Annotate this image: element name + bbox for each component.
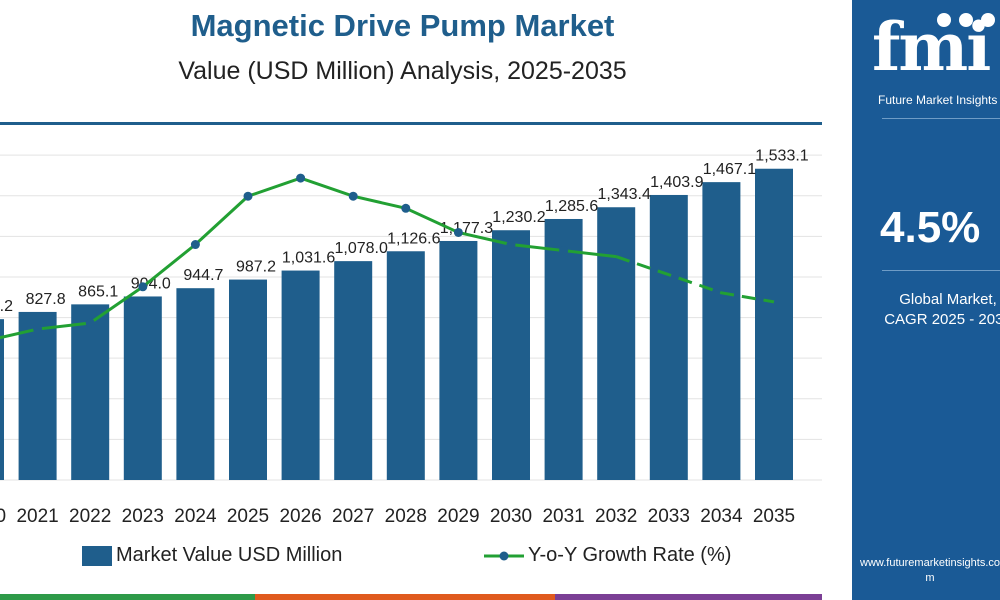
cagr-value: 4.5% <box>880 203 981 252</box>
bar-2035 <box>755 168 793 480</box>
x-tick-label: 2024 <box>174 506 217 527</box>
brand-side-panel: fmi Future Market Insights 4.5% Global M… <box>852 0 1000 600</box>
growth-point-2025 <box>243 191 253 201</box>
bar-value-label: 1,403.9 <box>650 174 703 191</box>
bar-2027 <box>334 261 373 480</box>
x-tick-label: 2034 <box>700 506 743 527</box>
logo-subtitle: Future Market Insights <box>878 93 998 107</box>
bar-2026 <box>281 270 320 480</box>
bar-value-label: 1,467.1 <box>703 161 756 178</box>
x-tick-label: 2035 <box>753 506 795 527</box>
bar-value-label: 827.8 <box>26 291 66 308</box>
growth-point-2030 <box>506 240 516 250</box>
growth-point-2024 <box>190 240 200 250</box>
legend-bar-label: Market Value USD Million <box>116 544 343 566</box>
bottom-color-strip <box>0 594 822 600</box>
x-tick-label: 2020 <box>0 506 6 527</box>
bar-value-label: 1,533.1 <box>755 148 808 165</box>
website-link[interactable]: www.futuremarketinsights.co m <box>852 556 1000 586</box>
bar-2021 <box>18 311 57 480</box>
bar-2024 <box>176 288 215 480</box>
bar-value-label: 792.2 <box>0 298 13 315</box>
chart-subtitle: Value (USD Million) Analysis, 2025-2035 <box>178 57 627 85</box>
growth-point-2029 <box>453 227 463 237</box>
x-tick-label: 2022 <box>69 506 111 527</box>
panel-divider-bottom <box>882 270 1000 271</box>
bar-line-chart: 792.2827.8865.1904.0944.7987.21,031.61,0… <box>0 148 822 527</box>
cagr-label-line2: CAGR 2025 - 2035 <box>884 311 1000 328</box>
chart-title: Magnetic Drive Pump Market <box>190 8 615 43</box>
bar-value-label: 944.7 <box>183 267 223 284</box>
bar-value-label: 1,126.6 <box>387 230 440 247</box>
bar-2029 <box>439 240 478 480</box>
chart-legend: Market Value USD Million Y-o-Y Growth Ra… <box>0 540 822 574</box>
strip-segment-orange <box>255 594 555 600</box>
bar-2032 <box>597 207 636 480</box>
x-tick-label: 2032 <box>595 506 637 527</box>
growth-point-2021 <box>33 324 43 334</box>
bar-value-label: 865.1 <box>78 283 118 300</box>
legend-item-growth-rate: Y-o-Y Growth Rate (%) <box>484 544 731 567</box>
website-line1: www.futuremarketinsights.co <box>860 557 1000 569</box>
bar-2030 <box>492 230 530 480</box>
bar-value-label: 1,230.2 <box>492 209 545 226</box>
legend-line-label: Y-o-Y Growth Rate (%) <box>528 544 732 566</box>
legend-line-swatch <box>484 551 524 560</box>
growth-point-2023 <box>138 282 148 292</box>
header-divider <box>0 122 822 125</box>
growth-point-2026 <box>296 173 306 183</box>
x-tick-label: 2021 <box>16 506 58 527</box>
panel-divider-top <box>882 118 1000 119</box>
growth-point-2028 <box>401 203 411 213</box>
x-tick-label: 2023 <box>122 506 164 527</box>
legend-item-market-value: Market Value USD Million <box>82 544 342 567</box>
x-tick-label: 2030 <box>490 506 532 527</box>
strip-segment-green <box>0 594 255 600</box>
x-tick-label: 2031 <box>542 506 584 527</box>
bar-2025 <box>229 279 267 480</box>
bar-2033 <box>649 194 688 480</box>
x-tick-label: 2029 <box>437 506 479 527</box>
bar-value-label: 987.2 <box>236 259 276 276</box>
growth-line-dashed <box>615 255 775 304</box>
bar-value-label: 1,031.6 <box>282 250 335 267</box>
website-line2: m <box>925 572 935 584</box>
x-tick-label: 2028 <box>385 506 427 527</box>
bar-2022 <box>71 304 110 480</box>
legend-bar-swatch <box>82 545 112 566</box>
growth-point-2031 <box>559 246 569 256</box>
growth-point-2027 <box>348 191 358 201</box>
bar-2034 <box>702 182 741 480</box>
x-tick-label: 2026 <box>279 506 321 527</box>
x-tick-label: 2025 <box>227 506 269 527</box>
growth-point-2022 <box>85 318 95 328</box>
bar-value-label: 1,285.6 <box>545 198 598 215</box>
cagr-label-line1: Global Market, <box>899 291 997 308</box>
strip-segment-purple <box>555 594 822 600</box>
bar-2023 <box>123 296 162 480</box>
logo-dots-icon <box>937 13 995 27</box>
bar-value-label: 1,343.4 <box>598 186 651 203</box>
bar-value-label: 1,177.3 <box>440 220 493 237</box>
cagr-label: Global Market, CAGR 2025 - 2035 <box>868 290 1000 330</box>
bar-2028 <box>386 251 425 480</box>
x-tick-label: 2027 <box>332 506 374 527</box>
x-tick-label: 2033 <box>648 506 690 527</box>
bar-2020 <box>0 319 4 480</box>
bar-value-label: 1,078.0 <box>335 240 388 257</box>
bar-2031 <box>544 218 583 480</box>
